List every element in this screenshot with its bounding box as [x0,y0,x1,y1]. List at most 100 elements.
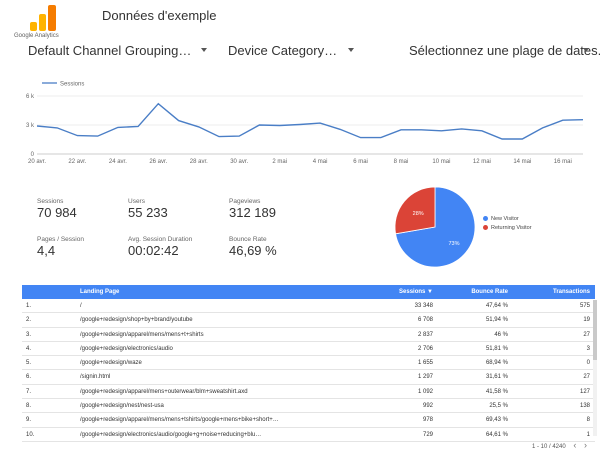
x-tick-label: 26 avr. [149,159,167,165]
kpi-pages-per-session: Pages / Session 4,4 [37,236,84,258]
row-index: 1. [26,303,32,309]
sessions-cell: 1 092 [417,388,433,395]
table-body: 1. / 33 348 47,64 % 575 2. /google+redesign/sh… [22,299,595,442]
x-tick-label: 8 mai [394,159,409,165]
device-category-dropdown[interactable]: Device Category… [228,43,354,58]
bounce-rate-cell: 69,43 % [485,417,508,424]
table-row[interactable]: 7. /google+redesign/apparel/mens+outerwea… [22,385,595,400]
bounce-rate-cell: 41,58 % [485,388,508,395]
sessions-cell: 33 348 [414,303,433,309]
visitor-type-pie-chart: 73% 28% [394,186,476,268]
table-row[interactable]: 10. /google+redesign/electronics/audio/go… [22,428,595,442]
bounce-rate-cell: 68,94 % [485,360,508,367]
x-tick-label: 30 avr. [230,159,248,165]
kpi-label: Sessions [37,198,64,205]
pie-slice-label: 73% [448,241,459,247]
kpi-value: 70 984 [37,205,77,220]
y-tick-label: 0 [31,152,35,158]
transactions-cell: 19 [583,317,590,324]
x-tick-label: 10 mai [432,159,450,165]
kpi-label: Users [128,198,145,205]
column-header-transactions[interactable]: Transactions [552,289,590,295]
date-range-label: Sélectionnez une plage de dates. [409,43,600,58]
x-tick-label: 12 mai [473,159,491,165]
kpi-value: 55 233 [128,205,168,220]
sessions-timeseries-chart: 0 3 k 6 k 20 avr. 22 avr. 24 avr. 26 avr. 28 a… [26,82,584,165]
row-index: 2. [26,317,32,324]
x-tick-label: 14 mai [513,159,531,165]
table-row[interactable]: 3. /google+redesign/apparel/mens/mens+t+s… [22,328,595,342]
kpi-value: 00:02:42 [128,243,179,258]
table-row[interactable]: 1. / 33 348 47,64 % 575 [22,299,595,314]
date-range-picker[interactable]: Sélectionnez une plage de dates. [409,43,600,58]
kpi-label: Avg. Session Duration [128,236,193,243]
kpi-sessions: Sessions 70 984 [37,198,77,220]
table-row[interactable]: 5. /google+redesign/waze 1 655 68,94 % 0 [22,356,595,371]
x-tick-label: 2 mai [272,159,287,165]
landing-page-cell: /google+redesign/shop+by+brand/youtube [80,317,193,324]
landing-page-cell: /google+redesign/apparel/mens/mens+t+shi… [80,331,204,338]
column-header-landing-page[interactable]: Landing Page [80,289,120,295]
table-row[interactable]: 9. /google+redesign/apparel/mens/mens+tsh… [22,413,595,428]
row-index: 4. [26,345,32,352]
row-index: 3. [26,331,32,338]
pie-slice[interactable] [394,186,436,235]
x-tick-label: 4 mai [313,159,328,165]
chevron-right-icon[interactable]: › [584,440,588,450]
legend-item-returning-visitor: Returning Visitor [483,225,532,231]
channel-grouping-label: Default Channel Grouping… [28,43,192,58]
y-tick-label: 3 k [26,123,35,129]
bounce-rate-cell: 64,61 % [485,431,508,438]
legend-item-new-visitor: New Visitor [483,216,519,222]
landing-page-cell: /signin.html [80,374,111,381]
bounce-rate-cell: 25,5 % [489,403,508,410]
column-header-bounce-rate[interactable]: Bounce Rate [471,289,508,295]
landing-page-cell: /google+redesign/apparel/mens/mens+tshir… [80,417,279,424]
transactions-cell: 1 [586,431,590,438]
scrollbar-thumb[interactable] [593,300,597,360]
channel-grouping-dropdown[interactable]: Default Channel Grouping… [28,43,207,58]
x-tick-label: 6 mai [353,159,368,165]
row-index: 9. [26,417,32,424]
landing-page-cell: /google+redesign/apparel/mens+outerwear/… [80,388,248,395]
row-index: 8. [26,403,32,410]
legend-label: Returning Visitor [491,225,532,231]
row-index: 6. [26,374,32,381]
legend-swatch [483,216,488,221]
kpi-label: Pages / Session [37,236,84,243]
kpi-label: Bounce Rate [229,236,267,243]
device-category-label: Device Category… [228,43,338,58]
sessions-cell: 2 706 [417,345,433,352]
transactions-cell: 575 [579,303,590,309]
x-tick-label: 22 avr. [68,159,86,165]
bounce-rate-cell: 46 % [494,331,508,338]
legend-swatch [483,225,488,230]
chevron-left-icon[interactable]: ‹ [573,440,577,450]
transactions-cell: 27 [583,374,590,381]
table-pagination: 1 - 10 / 4240 ‹ › [532,440,587,450]
analytics-bars-icon [30,5,56,31]
chevron-down-icon [583,48,589,52]
table-row[interactable]: 2. /google+redesign/shop+by+brand/youtube… [22,313,595,328]
kpi-avg-session-duration: Avg. Session Duration 00:02:42 [128,236,192,258]
sessions-cell: 1 297 [417,374,433,381]
x-tick-label: 24 avr. [109,159,127,165]
transactions-cell: 0 [586,360,590,367]
table-scrollbar[interactable] [593,300,597,436]
transactions-cell: 3 [586,345,590,352]
table-row[interactable]: 8. /google+redesign/nest/nest-usa 992 25,5 … [22,399,595,414]
table-row[interactable]: 6. /signin.html 1 297 31,61 % 27 [22,370,595,385]
x-tick-label: 16 mai [554,159,572,165]
pie-slice-label: 28% [413,211,424,217]
column-header-sessions[interactable]: Sessions ▼ [399,289,433,295]
kpi-bounce-rate: Bounce Rate 46,69 % [229,236,277,258]
sessions-cell: 992 [422,403,433,410]
sessions-cell: 2 837 [417,331,433,338]
table-row[interactable]: 4. /google+redesign/electronics/audio 2 70… [22,342,595,357]
row-index: 5. [26,360,32,367]
landing-page-cell: /google+redesign/waze [80,360,142,367]
row-index: 7. [26,388,32,395]
kpi-pageviews: Pageviews 312 189 [229,198,276,220]
bounce-rate-cell: 51,94 % [485,317,508,324]
landing-page-cell: /google+redesign/nest/nest-usa [80,403,164,410]
